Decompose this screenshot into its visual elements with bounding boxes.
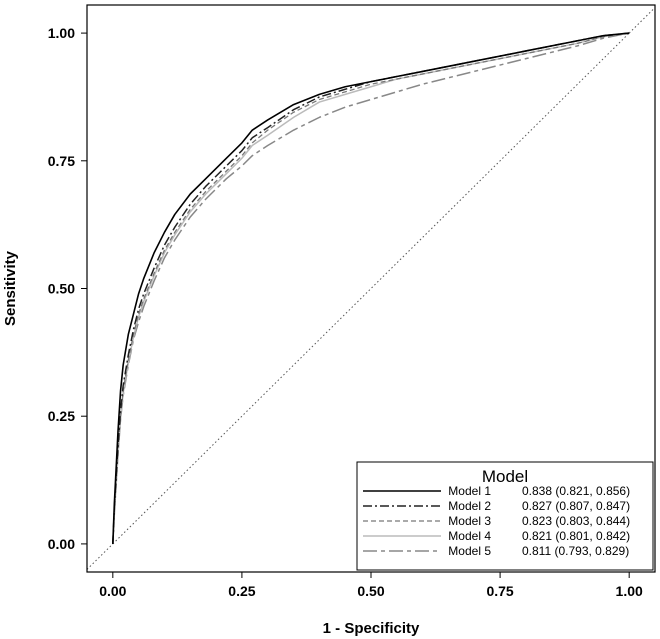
legend-entry-auc: 0.823 (0.803, 0.844): [522, 514, 630, 528]
y-axis-title: Sensitivity: [2, 250, 19, 326]
plot-area: [86, 7, 656, 570]
x-tick-label: 0.50: [357, 583, 384, 599]
legend-entry-auc: 0.827 (0.807, 0.847): [522, 499, 630, 513]
x-tick-label: 0.00: [99, 583, 126, 599]
y-tick-label: 0.50: [48, 281, 75, 297]
legend-entry-auc: 0.838 (0.821, 0.856): [522, 484, 630, 498]
legend-entry-name: Model 3: [448, 514, 491, 528]
legend-box: [356, 461, 654, 571]
reference-diagonal-extension: [628, 7, 656, 34]
axes: 0.00 0.25 0.50 0.75 1.00 0.00 0.25 0.50 0.75 1.00: [48, 4, 656, 599]
x-axis-title: 1 - Specificity: [323, 620, 420, 637]
x-tick-label: 1.00: [616, 583, 643, 599]
legend-entry-auc: 0.821 (0.801, 0.842): [522, 529, 630, 543]
legend-entry-auc: 0.811 (0.793, 0.829): [522, 544, 629, 558]
x-tick-label: 0.75: [486, 583, 513, 599]
legend-entry-name: Model 2: [448, 499, 491, 513]
series-line-model-1: [112, 32, 630, 544]
legend-entry-name: Model 5: [448, 544, 491, 558]
reference-diagonal-extension: [86, 543, 114, 570]
y-tick-label: 0.75: [48, 153, 75, 169]
legend-entry-name: Model 1: [448, 484, 491, 498]
legend-entry-name: Model 4: [448, 529, 491, 543]
y-tick-label: 0.25: [48, 408, 75, 424]
x-tick-label: 0.25: [228, 583, 255, 599]
legend: Model Model 1 0.838 (0.821, 0.856) Model 2…: [356, 461, 654, 571]
y-tick-label: 1.00: [48, 25, 75, 41]
legend-title: Model: [482, 467, 528, 486]
reference-diagonal-line: [112, 32, 630, 545]
legend-entries: Model 1 0.838 (0.821, 0.856) Model 2 0.827 …: [363, 484, 630, 558]
y-tick-label: 0.00: [48, 536, 75, 552]
